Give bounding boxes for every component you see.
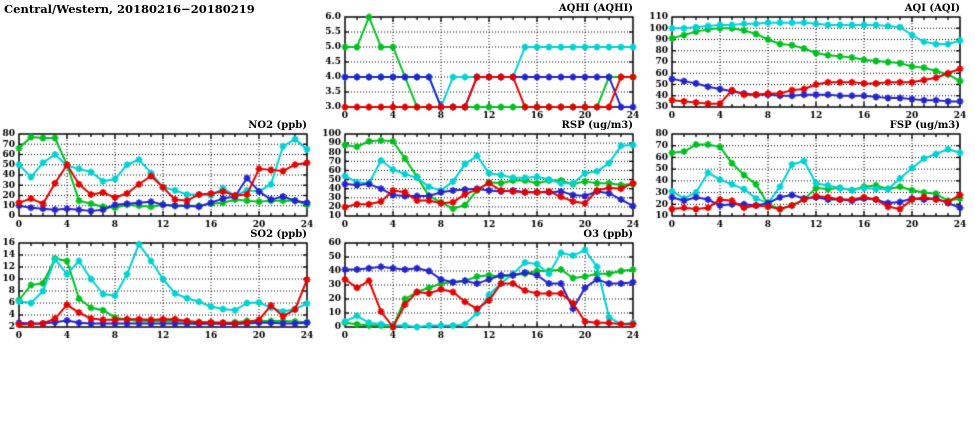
chart-title-no2: NO2 (ppb) (248, 120, 307, 131)
chart-title-aqi: AQI (AQI) (904, 3, 960, 14)
chart-title-aqhi: AQHI (AQHI) (558, 3, 633, 14)
chart-title-o3: O3 (ppb) (583, 229, 633, 240)
chart-title-so2: SO2 (ppb) (250, 229, 307, 240)
page-title: Central/Western, 20180216−20180219 (4, 2, 255, 16)
chart-title-fsp: FSP (ug/m3) (889, 120, 960, 131)
chart-title-rsp: RSP (ug/m3) (561, 120, 633, 131)
